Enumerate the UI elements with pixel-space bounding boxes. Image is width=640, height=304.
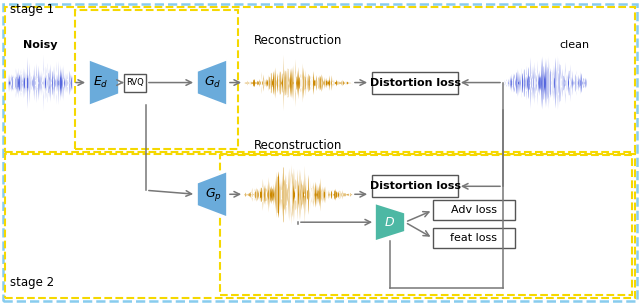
FancyBboxPatch shape — [372, 175, 458, 197]
Text: Reconstruction: Reconstruction — [254, 139, 342, 152]
Text: Noisy: Noisy — [23, 40, 57, 50]
Text: stage 2: stage 2 — [10, 276, 54, 289]
Text: feat loss: feat loss — [451, 233, 497, 243]
FancyBboxPatch shape — [372, 71, 458, 94]
Text: $G_d$: $G_d$ — [204, 75, 221, 90]
Polygon shape — [375, 203, 405, 241]
Text: Reconstruction: Reconstruction — [254, 34, 342, 47]
Text: clean: clean — [559, 40, 589, 50]
FancyBboxPatch shape — [433, 228, 515, 248]
FancyBboxPatch shape — [433, 200, 515, 220]
Text: Adv loss: Adv loss — [451, 205, 497, 215]
Text: stage 1: stage 1 — [10, 3, 54, 16]
FancyBboxPatch shape — [124, 74, 146, 92]
Polygon shape — [89, 60, 119, 105]
Text: RVQ: RVQ — [126, 78, 144, 87]
Text: Distortion loss: Distortion loss — [369, 78, 461, 88]
Text: Distortion loss: Distortion loss — [369, 181, 461, 191]
Text: $E_d$: $E_d$ — [93, 75, 109, 90]
Text: $D$: $D$ — [385, 216, 396, 229]
Polygon shape — [197, 60, 227, 105]
Text: $G_p$: $G_p$ — [205, 186, 221, 203]
Polygon shape — [197, 171, 227, 217]
